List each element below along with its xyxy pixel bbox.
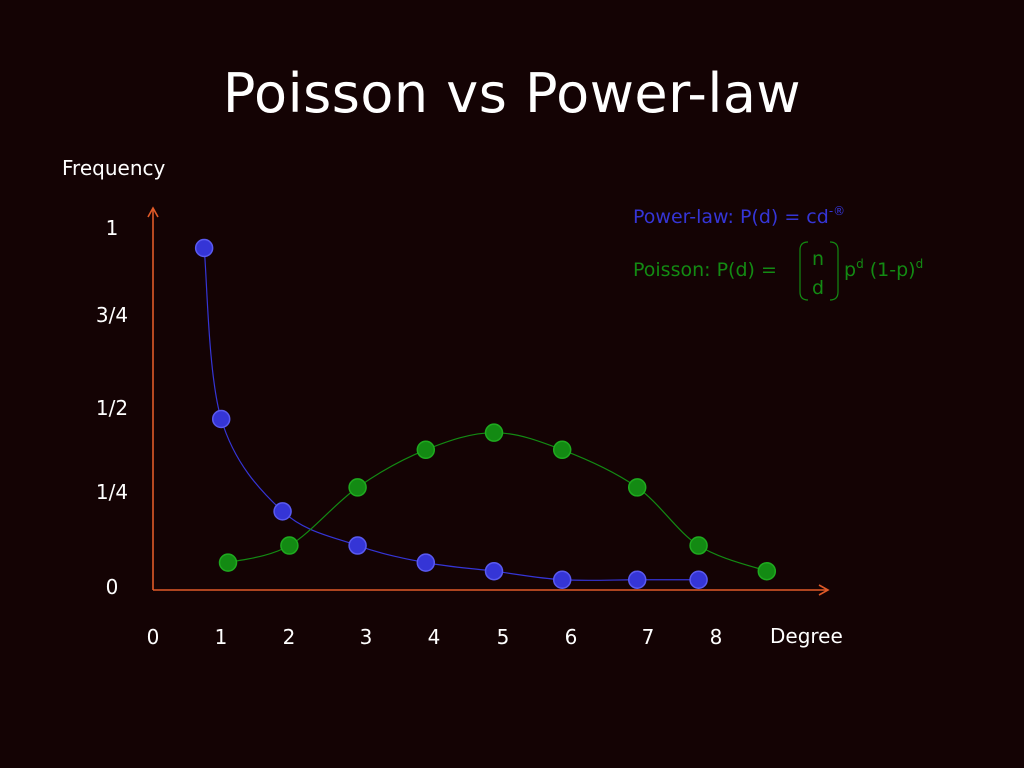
power-law-point <box>627 570 647 589</box>
power-law-point <box>273 502 292 521</box>
power-law-exponent: -® <box>829 204 845 218</box>
power-law-point <box>484 561 504 581</box>
power-law-point <box>348 536 367 555</box>
y-tick-label: 1/2 <box>96 396 128 420</box>
slide-title: Poisson vs Power-law <box>222 62 802 125</box>
poisson-point <box>416 440 436 460</box>
y-tick-labels: 0 1/4 1/2 3/4 1 <box>96 216 128 599</box>
poisson-rest: (1-p) <box>864 259 916 281</box>
x-tick-label: 3 <box>360 625 373 649</box>
poisson-p-exp: d <box>856 257 864 271</box>
y-tick-label: 3/4 <box>96 303 128 327</box>
poisson-point <box>552 440 572 460</box>
y-tick-label: 1/4 <box>96 480 128 504</box>
x-tick-label: 2 <box>283 625 296 649</box>
x-tick-labels: 0 1 2 3 4 5 6 7 8 <box>147 625 723 649</box>
power-law-point <box>194 238 214 258</box>
y-tick-label: 1 <box>106 216 119 240</box>
legend: Power-law: P(d) = cd-® Poisson: P(d) = n… <box>633 204 923 301</box>
binomial-right-paren <box>829 241 839 301</box>
poisson-point <box>689 536 708 555</box>
x-tick-label: 1 <box>215 625 228 649</box>
x-axis-label: Degree <box>770 624 843 648</box>
power-law-point <box>211 409 231 429</box>
power-law-formula-text: Power-law: P(d) = cd <box>633 206 829 228</box>
binomial-bottom: d <box>812 277 824 299</box>
poisson-curve <box>227 432 768 572</box>
poisson-formula: Poisson: P(d) = <box>633 259 777 281</box>
x-tick-label: 0 <box>147 625 160 649</box>
power-law-curve <box>203 247 699 581</box>
x-tick-label: 6 <box>565 625 578 649</box>
y-tick-label: 0 <box>106 575 119 599</box>
series-lines <box>203 247 768 581</box>
x-tick-label: 7 <box>642 625 655 649</box>
y-axis-label: Frequency <box>62 156 165 180</box>
poisson-p: p <box>844 259 856 281</box>
poisson-point <box>627 478 647 497</box>
power-law-point <box>552 570 572 589</box>
poisson-point <box>757 561 777 581</box>
poisson-point <box>218 553 238 572</box>
x-tick-label: 5 <box>497 625 510 649</box>
poisson-point <box>280 536 299 555</box>
power-law-point <box>689 570 708 589</box>
poisson-point <box>484 423 504 442</box>
binomial-left-paren <box>799 241 809 301</box>
binomial-top: n <box>812 248 824 270</box>
poisson-tail: pd (1-p)d <box>844 257 923 281</box>
series-points <box>194 238 777 589</box>
x-tick-label: 8 <box>710 625 723 649</box>
poisson-point <box>348 478 367 497</box>
power-law-point <box>416 553 436 572</box>
x-tick-label: 4 <box>428 625 441 649</box>
poisson-rest-exp: d <box>916 257 924 271</box>
power-law-formula: Power-law: P(d) = cd-® <box>633 204 845 228</box>
